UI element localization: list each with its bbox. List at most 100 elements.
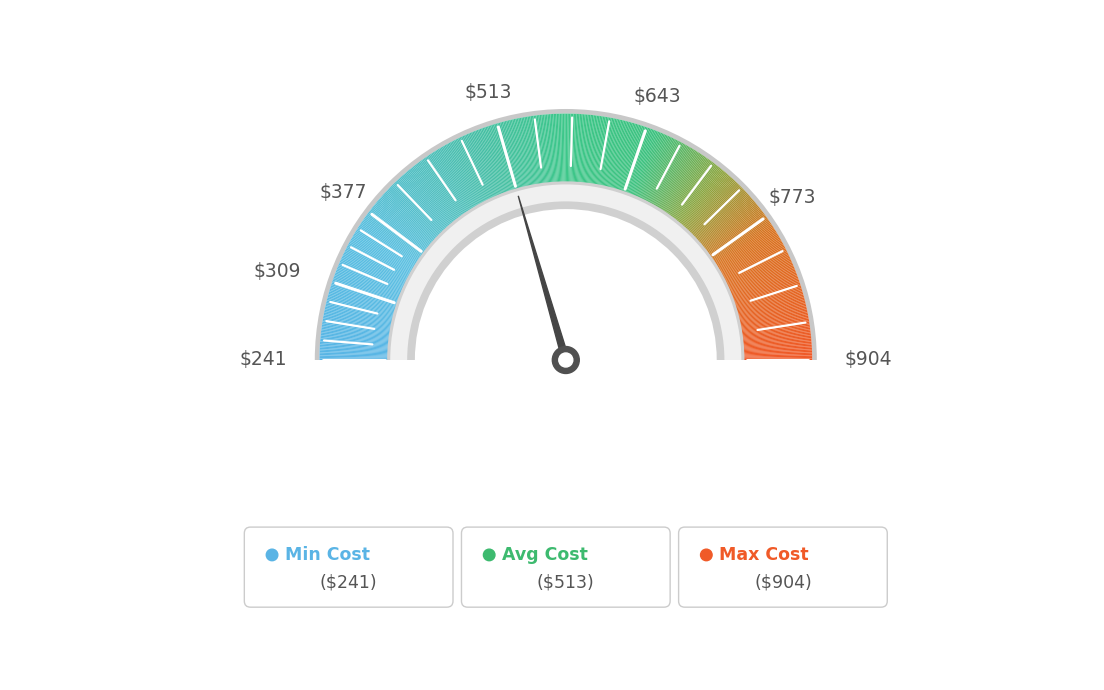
- Wedge shape: [703, 206, 758, 250]
- Wedge shape: [406, 171, 452, 225]
- Wedge shape: [677, 168, 722, 223]
- Wedge shape: [362, 220, 420, 260]
- Wedge shape: [741, 324, 810, 335]
- Wedge shape: [740, 314, 808, 328]
- Wedge shape: [508, 120, 526, 188]
- Wedge shape: [625, 128, 649, 193]
- Wedge shape: [460, 137, 491, 200]
- Wedge shape: [417, 162, 460, 219]
- Wedge shape: [491, 125, 513, 191]
- Wedge shape: [340, 259, 404, 288]
- Wedge shape: [391, 186, 440, 235]
- Wedge shape: [330, 286, 397, 307]
- Wedge shape: [433, 152, 471, 211]
- Wedge shape: [669, 160, 711, 217]
- Wedge shape: [475, 130, 501, 195]
- Circle shape: [484, 549, 495, 561]
- Wedge shape: [479, 129, 505, 194]
- Wedge shape: [697, 194, 749, 241]
- Wedge shape: [315, 109, 817, 360]
- Wedge shape: [740, 310, 807, 326]
- Wedge shape: [584, 115, 592, 184]
- Wedge shape: [344, 251, 407, 283]
- Wedge shape: [357, 228, 416, 266]
- Wedge shape: [495, 124, 516, 190]
- Wedge shape: [741, 326, 810, 337]
- Wedge shape: [735, 288, 802, 310]
- Wedge shape: [326, 303, 393, 320]
- Wedge shape: [321, 324, 391, 335]
- Text: $773: $773: [768, 188, 816, 208]
- Wedge shape: [470, 132, 499, 197]
- Wedge shape: [342, 255, 405, 286]
- Wedge shape: [678, 169, 723, 224]
- Wedge shape: [384, 193, 436, 240]
- Wedge shape: [720, 237, 781, 273]
- Wedge shape: [693, 189, 744, 238]
- Wedge shape: [671, 162, 714, 219]
- Wedge shape: [658, 150, 696, 209]
- Wedge shape: [506, 121, 524, 188]
- Wedge shape: [741, 318, 809, 331]
- Text: Max Cost: Max Cost: [720, 546, 809, 564]
- Wedge shape: [739, 306, 807, 322]
- Wedge shape: [729, 262, 793, 290]
- Wedge shape: [407, 170, 453, 224]
- Wedge shape: [320, 335, 390, 344]
- Wedge shape: [420, 161, 461, 217]
- Wedge shape: [429, 154, 469, 213]
- Wedge shape: [689, 183, 737, 233]
- Wedge shape: [661, 152, 700, 212]
- Wedge shape: [725, 253, 788, 284]
- Text: ($513): ($513): [537, 573, 595, 591]
- Wedge shape: [415, 164, 458, 220]
- Wedge shape: [732, 275, 797, 300]
- Wedge shape: [510, 119, 528, 188]
- Wedge shape: [707, 210, 763, 253]
- Wedge shape: [320, 346, 389, 351]
- Text: $309: $309: [254, 262, 301, 282]
- Wedge shape: [694, 190, 745, 239]
- Wedge shape: [631, 131, 658, 196]
- Wedge shape: [729, 264, 793, 292]
- Wedge shape: [353, 233, 414, 270]
- Wedge shape: [723, 246, 785, 279]
- Wedge shape: [448, 143, 482, 204]
- Wedge shape: [657, 149, 694, 208]
- Wedge shape: [332, 281, 399, 304]
- Wedge shape: [572, 114, 575, 183]
- Wedge shape: [399, 178, 446, 230]
- Wedge shape: [592, 116, 603, 185]
- Wedge shape: [712, 221, 771, 262]
- Wedge shape: [582, 115, 590, 184]
- Circle shape: [552, 346, 580, 373]
- Wedge shape: [484, 127, 508, 193]
- Wedge shape: [659, 150, 697, 210]
- Wedge shape: [369, 210, 425, 253]
- Wedge shape: [529, 116, 540, 185]
- Wedge shape: [442, 146, 478, 207]
- Wedge shape: [742, 329, 810, 339]
- Wedge shape: [454, 140, 487, 202]
- Wedge shape: [716, 230, 776, 268]
- Wedge shape: [339, 262, 403, 290]
- Wedge shape: [558, 114, 561, 183]
- Wedge shape: [594, 117, 606, 185]
- Wedge shape: [343, 253, 406, 284]
- Wedge shape: [623, 127, 646, 193]
- Wedge shape: [372, 206, 427, 250]
- Wedge shape: [437, 149, 475, 208]
- Wedge shape: [692, 187, 742, 237]
- Wedge shape: [682, 174, 729, 227]
- Wedge shape: [604, 119, 622, 188]
- Wedge shape: [336, 270, 401, 297]
- Wedge shape: [395, 181, 444, 233]
- Wedge shape: [680, 171, 725, 225]
- Wedge shape: [593, 117, 604, 185]
- Wedge shape: [735, 290, 803, 310]
- Wedge shape: [459, 137, 490, 200]
- Text: $904: $904: [845, 351, 892, 370]
- Wedge shape: [709, 214, 765, 256]
- Wedge shape: [691, 186, 741, 235]
- Wedge shape: [724, 251, 787, 283]
